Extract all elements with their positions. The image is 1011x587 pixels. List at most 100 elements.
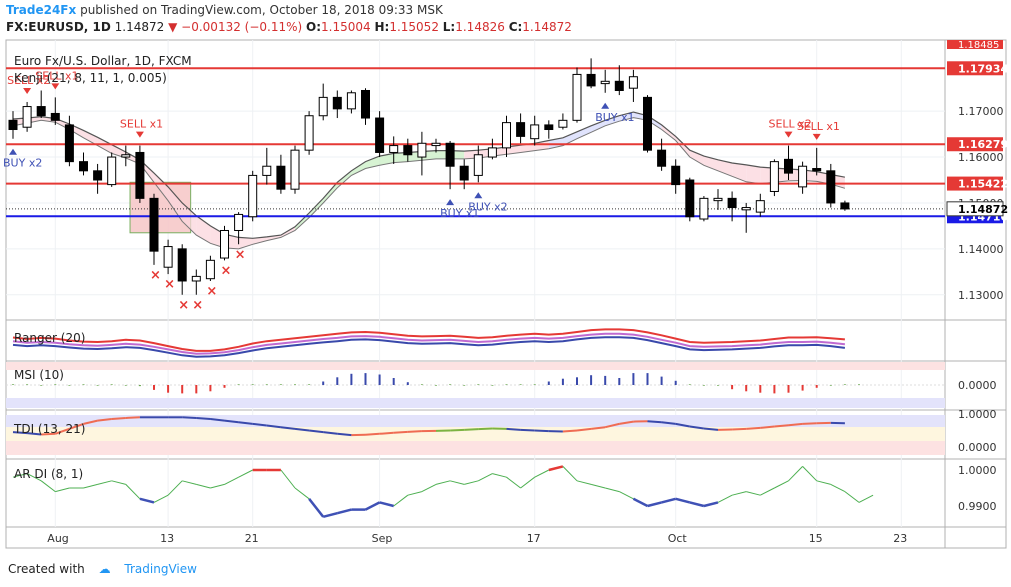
tdi-line-segment (774, 424, 789, 428)
band-fill-segment (520, 143, 535, 153)
tdi-line-segment (69, 422, 84, 430)
ardi-line-segment (336, 508, 352, 515)
tdi-line-segment (308, 429, 324, 434)
candle (516, 113, 526, 144)
candle-body (812, 168, 822, 172)
band-fill-segment (196, 215, 211, 244)
footer: Created with ☁ TradingView (8, 562, 197, 576)
low-label: L: (442, 20, 456, 34)
sell-signal-label: SELL x1 (797, 120, 840, 133)
tdi-line-segment (732, 427, 747, 431)
tdi-line-segment (111, 416, 126, 420)
candle (798, 161, 808, 194)
ardi-line-segment (844, 491, 860, 503)
candle (755, 193, 765, 217)
ardi-line-segment (125, 484, 141, 500)
candle-body (487, 147, 497, 158)
candle (389, 136, 399, 164)
buy-signal-label: BUY x1 (595, 111, 634, 124)
tdi-line-segment (83, 419, 98, 425)
x-tick-label: 21 (245, 532, 259, 545)
tdi-line-segment (266, 424, 282, 429)
ardi-line-segment (196, 483, 211, 489)
ardi-line-segment (421, 483, 437, 493)
tdi-mid-band (6, 427, 945, 441)
candle (487, 138, 497, 160)
candle-body (544, 124, 554, 131)
candle-body (417, 142, 427, 158)
ardi-line-segment (224, 476, 239, 485)
ardi-line-segment (731, 491, 747, 496)
candle (64, 115, 74, 167)
band-fill-segment (577, 125, 592, 139)
tdi-line-segment (506, 427, 521, 431)
ardi-line-segment (12, 473, 28, 478)
candle (643, 95, 652, 153)
tdi-line-segment (647, 420, 662, 424)
candle (290, 145, 300, 194)
ardi-line-segment (26, 473, 42, 482)
ardi-line-segment (167, 480, 183, 496)
buy-signal-label: BUY x1 (440, 207, 479, 220)
candle-body (741, 207, 751, 211)
band-fill-segment (365, 156, 380, 169)
candle (50, 97, 60, 125)
symbol-label: FX:EURUSD, 1D (6, 20, 111, 34)
ardi-line-segment (520, 476, 536, 489)
band-fill-segment (266, 235, 281, 241)
band-fill-segment (619, 112, 634, 122)
candle (840, 200, 850, 211)
tdi-y-tick: 1.0000 (958, 408, 997, 421)
tdi-line-segment (182, 416, 197, 419)
cross-icon: × (164, 277, 175, 292)
cross-icon: × (206, 284, 217, 299)
tdi-line-segment (703, 427, 719, 431)
ardi-line-segment (280, 469, 296, 489)
candle (784, 145, 793, 180)
kenji-upper-line (12, 111, 846, 239)
ardi-line-segment (153, 494, 169, 503)
ardi-line-segment (182, 480, 197, 485)
candle (727, 191, 737, 222)
top-price-tag-text: 1.18485 (958, 40, 999, 51)
candle (741, 202, 751, 233)
ranger-line (12, 328, 845, 352)
band-fill-segment (168, 186, 183, 222)
tdi-line-segment (675, 422, 690, 428)
ardi-line-segment (661, 497, 677, 504)
publisher-name[interactable]: Trade24Fx (6, 3, 77, 17)
candle-body (64, 124, 74, 163)
y-tick-label: 1.17000 (958, 105, 1004, 118)
tdi-line-segment (661, 421, 676, 425)
candle (93, 163, 103, 194)
sell-arrow-icon (23, 87, 32, 94)
tdi-line-segment (619, 420, 634, 425)
candle-body (149, 197, 159, 252)
candle-body (8, 119, 18, 131)
level-tag-text: 1.15422 (958, 178, 1008, 191)
tradingview-brand[interactable]: TradingView (124, 562, 197, 576)
candle (318, 83, 328, 121)
publish-info: Trade24Fx published on TradingView.com, … (6, 3, 443, 17)
candle (699, 196, 709, 222)
candle (544, 120, 554, 139)
candle (205, 255, 215, 281)
tdi-line-segment (210, 417, 225, 422)
band-fill-segment (746, 164, 761, 184)
tdi-label: TDI (13, 21) (13, 422, 85, 436)
candle-body (50, 112, 60, 121)
x-tick-label: 23 (893, 532, 907, 545)
ardi-line-segment (111, 480, 126, 485)
band-fill-segment (379, 153, 394, 166)
band-fill-segment (661, 124, 676, 141)
band-fill-segment (675, 136, 690, 158)
candle-body (318, 96, 328, 117)
sell-arrow-icon (51, 83, 60, 90)
candle (276, 154, 286, 194)
candle (459, 159, 469, 190)
sell-signal-label: SELL x2 (769, 118, 812, 131)
band-fill-segment (605, 115, 620, 126)
candle (812, 147, 822, 176)
x-tick-label: Aug (47, 532, 68, 545)
